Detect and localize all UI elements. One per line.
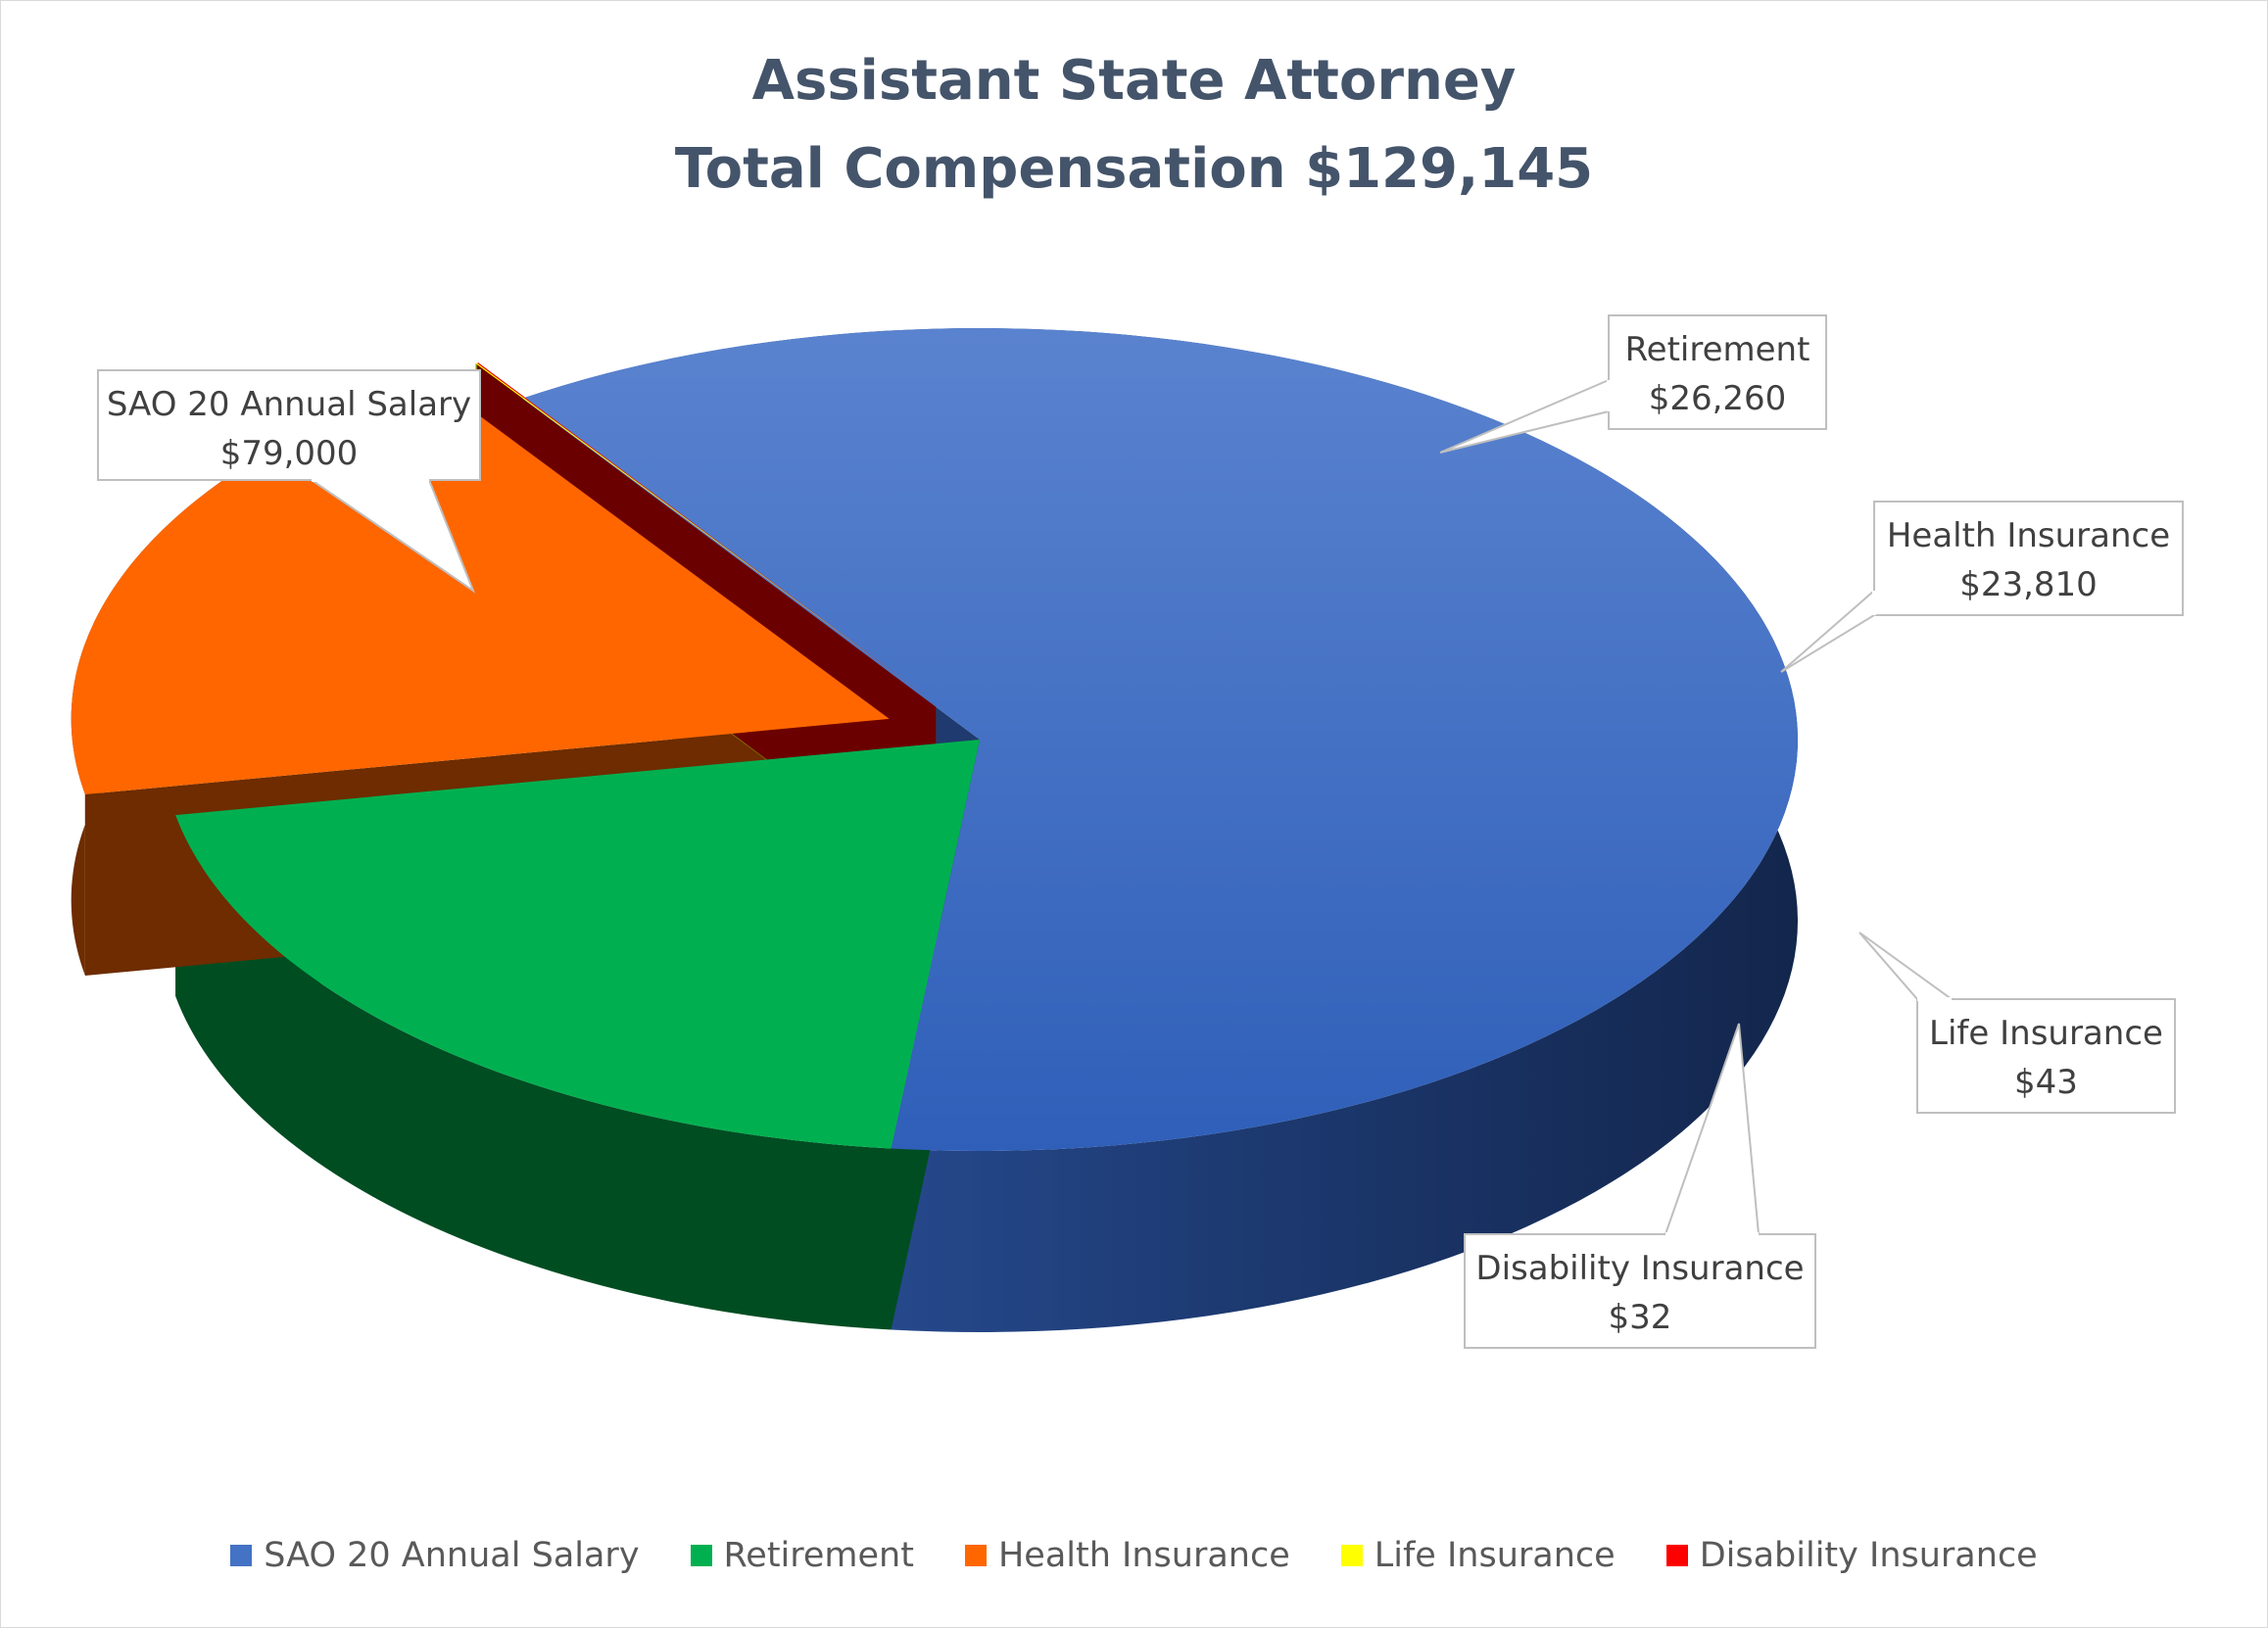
legend-entry-retirement: Retirement	[690, 1536, 914, 1575]
callout-pointer-health-insurance	[1780, 590, 1875, 673]
pie-slice-retirement	[175, 740, 981, 1149]
pie-slice-sao-20-annual-salary	[522, 327, 1799, 1151]
data-label-sao-20-annual-salary: SAO 20 Annual Salary $79,000	[97, 369, 481, 594]
legend-swatch-sao-20-annual-salary	[230, 1545, 253, 1566]
pie-tops	[71, 327, 1799, 1151]
callout-box-health-insurance	[1873, 501, 2184, 616]
legend-entry-health-insurance: Health Insurance	[964, 1536, 1290, 1575]
legend: SAO 20 Annual Salary Retirement Health Ins…	[0, 1536, 2268, 1575]
callout-pointer-disability-insurance	[1665, 1023, 1760, 1235]
legend-entry-life-insurance: Life Insurance	[1340, 1536, 1616, 1575]
callout-box-life-insurance	[1916, 998, 2176, 1114]
legend-swatch-health-insurance	[964, 1545, 987, 1566]
legend-label-health-insurance: Health Insurance	[997, 1536, 1290, 1575]
callout-pointer-retirement	[1439, 379, 1610, 454]
data-label-value-sao-20-annual-salary: $79,000	[220, 434, 359, 473]
data-label-health-insurance: Health Insurance $23,810	[1780, 501, 2184, 673]
callout-box-sao-20-annual-salary	[97, 369, 481, 481]
data-label-life-insurance: Life Insurance $43	[1858, 932, 2176, 1114]
data-label-value-disability-insurance: $32	[1609, 1298, 1672, 1337]
legend-entry-disability-insurance: Disability Insurance	[1665, 1536, 2038, 1575]
legend-label-disability-insurance: Disability Insurance	[1699, 1536, 2038, 1575]
data-label-value-retirement: $26,260	[1649, 379, 1787, 418]
pie-callouts: SAO 20 Annual Salary $79,000 Retirement $26…	[97, 314, 2184, 1349]
legend-label-sao-20-annual-salary: SAO 20 Annual Salary	[264, 1536, 640, 1575]
callout-pointer-life-insurance	[1858, 932, 1953, 1000]
callout-pointer-sao-20-annual-salary	[311, 479, 476, 594]
legend-label-life-insurance: Life Insurance	[1374, 1536, 1616, 1575]
data-label-name-life-insurance: Life Insurance	[1929, 1014, 2163, 1053]
data-label-disability-insurance: Disability Insurance $32	[1464, 1023, 1816, 1349]
data-label-name-retirement: Retirement	[1625, 330, 1810, 369]
legend-swatch-disability-insurance	[1665, 1545, 1688, 1566]
data-label-name-disability-insurance: Disability Insurance	[1475, 1249, 1804, 1288]
callout-box-disability-insurance	[1464, 1233, 1816, 1349]
data-label-value-life-insurance: $43	[2014, 1063, 2078, 1102]
pie-slice-life-insurance	[475, 362, 937, 704]
legend-swatch-retirement	[690, 1545, 712, 1566]
legend-entry-sao-20-annual-salary: SAO 20 Annual Salary	[230, 1536, 640, 1575]
callout-box-retirement	[1608, 314, 1827, 430]
data-label-name-sao-20-annual-salary: SAO 20 Annual Salary	[107, 385, 471, 424]
chart-title-line-1: Assistant State Attorney	[751, 49, 1517, 113]
pie-slice-disability-insurance	[477, 362, 937, 704]
pie-slice-health-insurance	[71, 378, 890, 794]
legend-swatch-life-insurance	[1340, 1545, 1363, 1566]
data-label-name-health-insurance: Health Insurance	[1887, 516, 2170, 555]
data-label-retirement: Retirement $26,260	[1439, 314, 1827, 454]
chart-title-line-2: Total Compensation $129,145	[674, 137, 1594, 201]
legend-label-retirement: Retirement	[723, 1536, 914, 1575]
data-label-value-health-insurance: $23,810	[1959, 565, 2098, 604]
pie-slice-rim-retirement	[175, 815, 892, 1330]
